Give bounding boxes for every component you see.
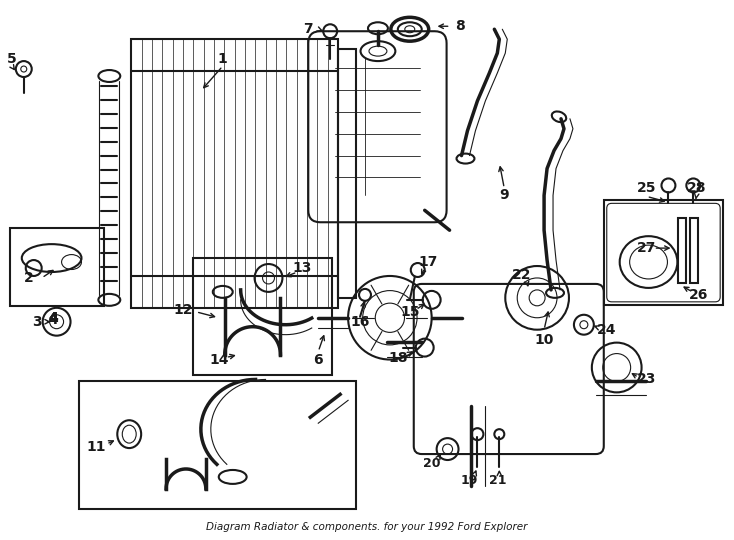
Text: 7: 7	[303, 22, 313, 36]
Text: 4: 4	[48, 310, 59, 325]
Bar	[131, 39, 338, 308]
Text: 21: 21	[489, 475, 506, 488]
Text: 3: 3	[32, 315, 42, 329]
Text: 5: 5	[7, 52, 17, 66]
Text: 14: 14	[209, 353, 228, 367]
Text: Diagram Radiator & components. for your 1992 Ford Explorer: Diagram Radiator & components. for your …	[206, 522, 528, 532]
Text: 28: 28	[686, 181, 706, 195]
Bar	[79, 381, 356, 509]
Text: 12: 12	[173, 303, 193, 317]
Text: 1: 1	[218, 52, 228, 66]
Text: 17: 17	[418, 255, 437, 269]
Text: 13: 13	[293, 261, 312, 275]
Bar	[678, 218, 686, 283]
Bar	[10, 228, 104, 306]
Text: 9: 9	[499, 188, 509, 202]
Text: 2: 2	[24, 271, 34, 285]
Bar	[604, 200, 723, 305]
Text: 25: 25	[637, 181, 656, 195]
Text: 27: 27	[637, 241, 656, 255]
Text: 16: 16	[350, 315, 370, 329]
Text: 4: 4	[48, 310, 59, 325]
Bar	[691, 218, 698, 283]
Text: 23: 23	[637, 373, 656, 387]
Bar	[193, 258, 333, 375]
Text: 20: 20	[423, 457, 440, 470]
Text: 10: 10	[534, 333, 553, 347]
Bar	[338, 49, 356, 298]
Text: 22: 22	[512, 268, 531, 282]
Text: 6: 6	[313, 353, 323, 367]
Text: 4: 4	[48, 313, 59, 327]
Text: 26: 26	[688, 288, 708, 302]
Text: 15: 15	[400, 305, 420, 319]
Text: 19: 19	[461, 475, 478, 488]
Text: 8: 8	[454, 19, 465, 33]
Text: 11: 11	[87, 440, 106, 454]
Text: 4: 4	[48, 310, 59, 325]
Text: 24: 24	[597, 323, 617, 337]
Text: 18: 18	[388, 350, 407, 365]
